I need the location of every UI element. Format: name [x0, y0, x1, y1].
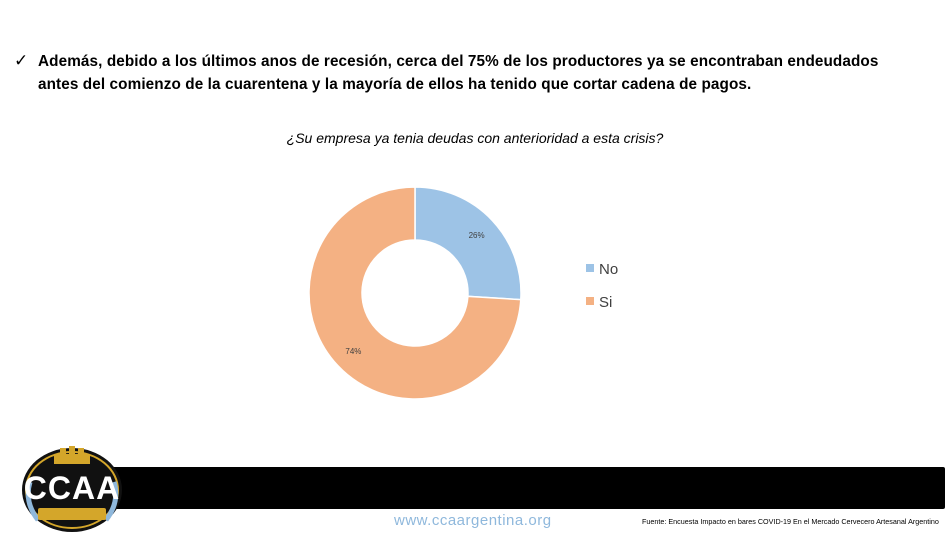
bullet-text-line-2: antes del comienzo de la cuarentena y la…	[38, 76, 752, 93]
bullet-text: Además, debido a los últimos anos de rec…	[38, 50, 878, 96]
website-link[interactable]: www.ccaargentina.org	[394, 512, 552, 529]
legend-label-si: Si	[599, 294, 612, 311]
donut-chart: 26% 74% No Si	[308, 186, 618, 400]
check-mark-icon: ✓	[14, 51, 29, 71]
bullet-text-line-1: Además, debido a los últimos anos de rec…	[38, 53, 879, 70]
legend-swatch-si	[586, 297, 594, 305]
donut-slice-no	[414, 186, 522, 301]
legend-swatch-no	[586, 264, 594, 272]
ccaa-logo: CCAA	[16, 442, 128, 532]
footer-bar	[30, 467, 945, 509]
legend-label-no: No	[599, 261, 618, 278]
donut-slice-si	[308, 186, 522, 400]
bullet-point: ✓ Además, debido a los últimos anos de r…	[14, 50, 914, 96]
logo-text: CCAA	[23, 470, 121, 506]
chart-title: ¿Su empresa ya tenia deudas con anterior…	[286, 130, 664, 146]
data-label-no: 26%	[469, 231, 485, 240]
source-note: Fuente: Encuesta Impacto en bares COVID-…	[642, 517, 939, 526]
data-label-si: 74%	[345, 347, 361, 356]
